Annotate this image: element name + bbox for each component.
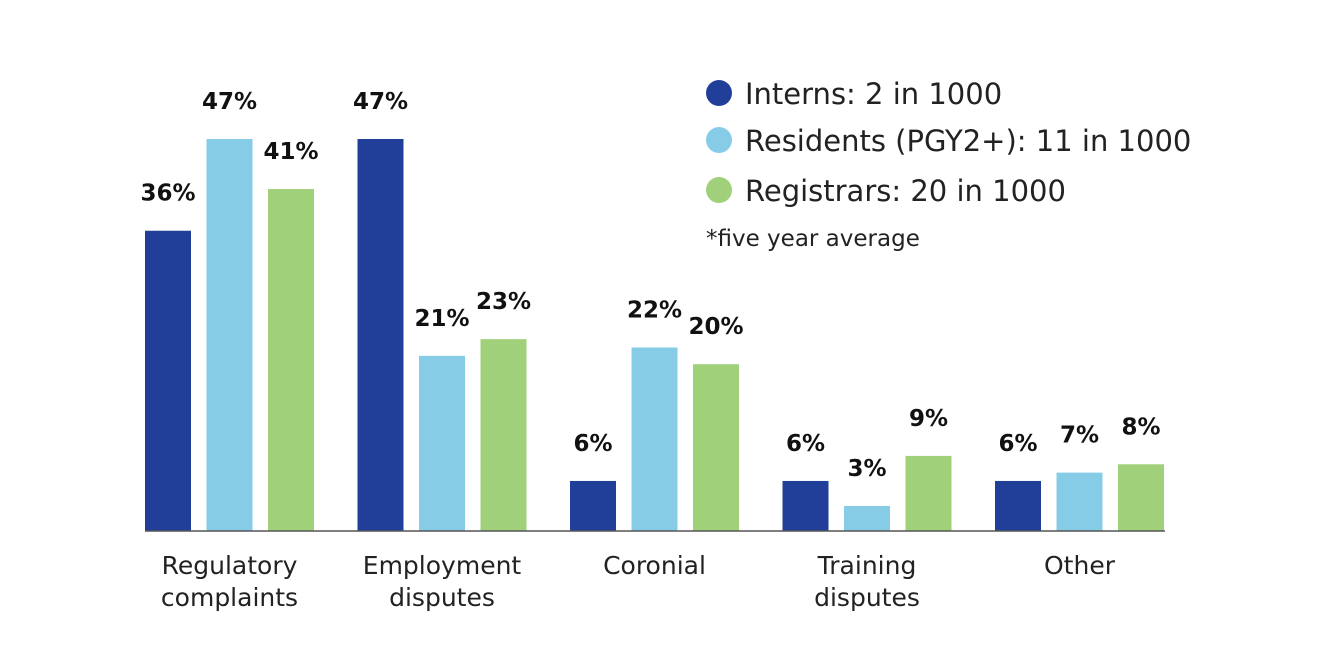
value-label: 47% [353, 89, 408, 115]
bars-layer [145, 139, 1164, 532]
bar [206, 139, 253, 531]
bar [631, 347, 678, 531]
bar [905, 455, 952, 531]
bar [419, 355, 465, 531]
value-label: 9% [909, 406, 948, 432]
category-label: Other [1044, 551, 1116, 580]
legend-swatch-registrars [706, 177, 732, 203]
value-label: 22% [627, 298, 682, 324]
legend-label-residents: Residents (PGY2+): 11 in 1000 [745, 124, 1191, 158]
value-label: 23% [476, 289, 531, 315]
footnote: *five year average [706, 226, 920, 252]
bar [480, 339, 527, 531]
value-label: 7% [1060, 423, 1099, 449]
value-label: 3% [847, 456, 886, 482]
value-label: 41% [263, 139, 318, 165]
value-label: 8% [1121, 414, 1160, 440]
legend-swatch-interns [706, 80, 732, 106]
bar [844, 505, 890, 531]
value-label: 6% [998, 431, 1037, 457]
bar [693, 364, 739, 531]
category-label: Regulatory [162, 551, 298, 580]
bar [1118, 464, 1164, 531]
legend: Interns: 2 in 1000 Residents (PGY2+): 11… [706, 77, 1191, 252]
bar [145, 230, 191, 531]
category-label: disputes [814, 583, 920, 612]
category-label: Training [817, 551, 917, 580]
bar [268, 189, 314, 532]
legend-swatch-residents [706, 127, 732, 153]
value-label: 36% [140, 181, 195, 207]
category-label: Coronial [603, 551, 706, 580]
bar [570, 480, 616, 531]
category-label: Employment [363, 551, 522, 580]
bar [782, 480, 829, 531]
value-label: 21% [414, 306, 469, 332]
value-label: 47% [202, 89, 257, 115]
legend-label-registrars: Registrars: 20 in 1000 [745, 174, 1066, 208]
category-labels-layer: Regulatory complaints Employment disputes Co… [161, 551, 1116, 612]
bar [357, 139, 404, 531]
legend-label-interns: Interns: 2 in 1000 [745, 77, 1002, 111]
category-label: complaints [161, 583, 298, 612]
bar [995, 480, 1041, 531]
value-label: 6% [786, 431, 825, 457]
value-labels-layer: 36%47%41%47%21%23%6%22%20%6%3%9%6% 7% 8% [140, 89, 1160, 482]
value-label: 6% [573, 431, 612, 457]
bar [1056, 472, 1103, 531]
category-label: disputes [389, 583, 495, 612]
value-label: 20% [688, 314, 743, 340]
